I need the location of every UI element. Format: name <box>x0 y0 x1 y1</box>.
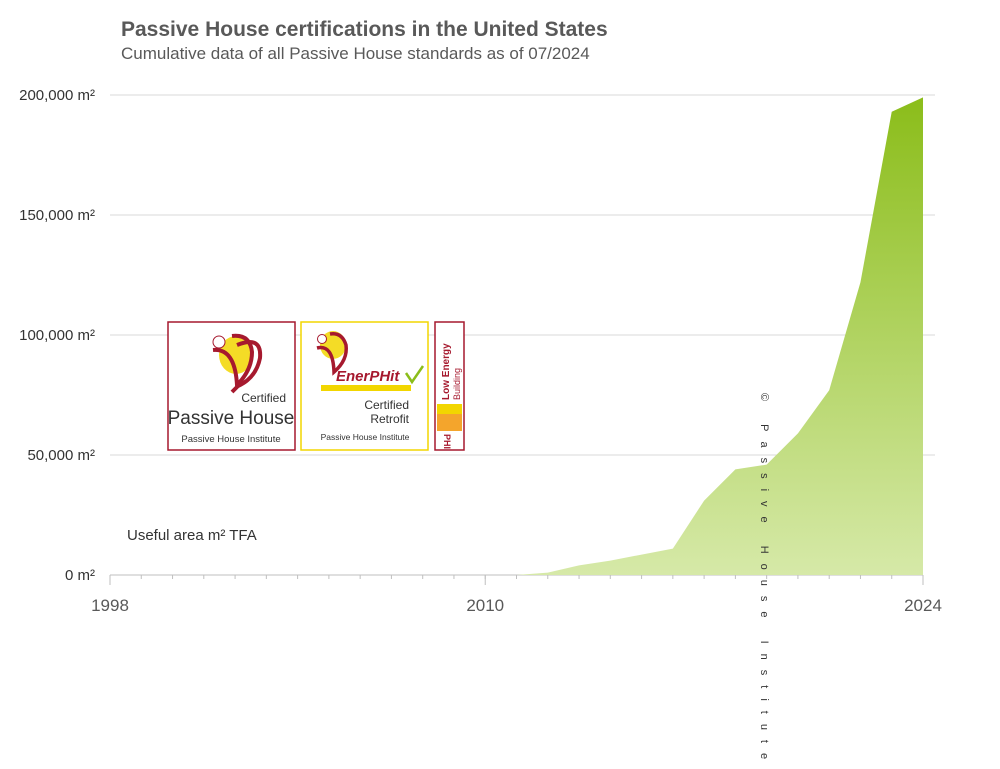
logo-institute-text: Passive House Institute <box>181 434 280 445</box>
y-tick-label: 150,000 m² <box>19 207 95 224</box>
chart-subtitle: Cumulative data of all Passive House sta… <box>121 44 590 63</box>
logo-passive-house-text: Passive House <box>168 408 295 429</box>
logo-enerphit-certified: Certified <box>364 398 409 412</box>
y-tick-label: 0 m² <box>65 567 95 584</box>
x-tick-label: 1998 <box>91 596 129 615</box>
logo-enerphit-brand: EnerPHit <box>336 368 400 385</box>
low-energy-building-logo: Low Energy Building PHI <box>434 321 465 451</box>
logo-building-text: Building <box>452 368 462 400</box>
y-axis-label: Useful area m² TFA <box>127 527 257 544</box>
certified-passive-house-logo: Certified Passive House Passive House In… <box>167 321 296 451</box>
y-tick-label: 100,000 m² <box>19 327 95 344</box>
y-tick-label: 50,000 m² <box>27 447 95 464</box>
copyright-text: © Passive House Institute <box>758 393 770 769</box>
logo-certified-text: Certified <box>241 391 286 405</box>
enerphit-logo: EnerPHit Certified Retrofit Passive Hous… <box>300 321 429 451</box>
area-series <box>110 97 923 576</box>
x-tick-label: 2010 <box>466 596 504 615</box>
logo-low-energy-text: Low Energy <box>441 343 452 400</box>
logo-phi-text: PHI <box>442 434 452 449</box>
logo-enerphit-institute: Passive House Institute <box>321 432 410 442</box>
x-tick-label: 2024 <box>904 596 942 615</box>
logo-enerphit-retrofit: Retrofit <box>370 412 409 426</box>
y-tick-label: 200,000 m² <box>19 87 95 104</box>
chart-title: Passive House certifications in the Unit… <box>121 18 608 41</box>
copyright-notice: © Passive House Institute <box>758 393 798 769</box>
chart-canvas: 0 m² 50,000 m² 100,000 m² 150,000 m² 200,000… <box>19 87 942 615</box>
